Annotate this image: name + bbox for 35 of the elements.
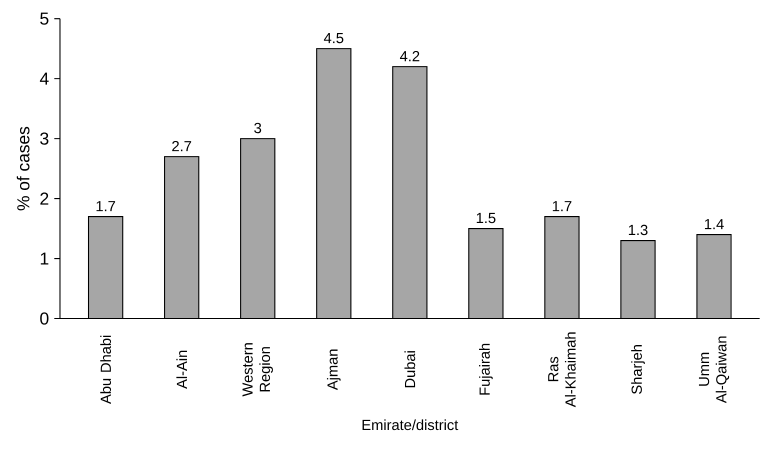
bar	[88, 216, 123, 318]
data-label: 1.4	[704, 219, 724, 230]
bar	[468, 228, 503, 318]
x-tick-label: Western Region	[242, 343, 273, 396]
bar	[696, 234, 732, 318]
y-tick-label: 3	[40, 132, 48, 145]
data-label: 4.5	[324, 32, 344, 44]
data-label: 3	[254, 122, 262, 134]
data-label: 1.7	[552, 201, 572, 212]
y-tick-label: 0	[40, 312, 48, 325]
y-tick-label: 5	[40, 12, 48, 25]
y-axis-title: % of cases	[16, 126, 30, 210]
data-label: 1.7	[96, 201, 116, 212]
x-tick-label: Ajman	[326, 349, 341, 390]
bar	[392, 66, 427, 318]
data-label: 4.2	[400, 50, 420, 62]
data-label: 2.7	[172, 140, 192, 152]
x-tick-label: Abu Dhabi	[100, 336, 112, 404]
y-tick-label: 2	[40, 192, 48, 205]
x-tick-label: Ras Al-Khaimah	[548, 332, 576, 408]
data-label: 1.5	[476, 212, 496, 224]
bar	[240, 138, 275, 318]
bar	[164, 156, 199, 318]
x-tick-label: Sharjeh	[631, 344, 645, 394]
x-axis-title: Emirate/district	[362, 419, 458, 430]
x-tick-label: Dubai	[404, 351, 416, 388]
x-tick-label: Al-Ain	[176, 350, 187, 389]
y-tick-label: 1	[40, 252, 48, 264]
data-label: 1.3	[628, 224, 648, 236]
bar	[316, 48, 351, 318]
bar	[620, 240, 656, 318]
bar	[544, 216, 580, 318]
x-tick-label: Umm Al-Qaiwan	[698, 336, 730, 404]
x-tick-label: Fujairah	[479, 344, 493, 395]
y-tick-label: 4	[40, 72, 49, 85]
